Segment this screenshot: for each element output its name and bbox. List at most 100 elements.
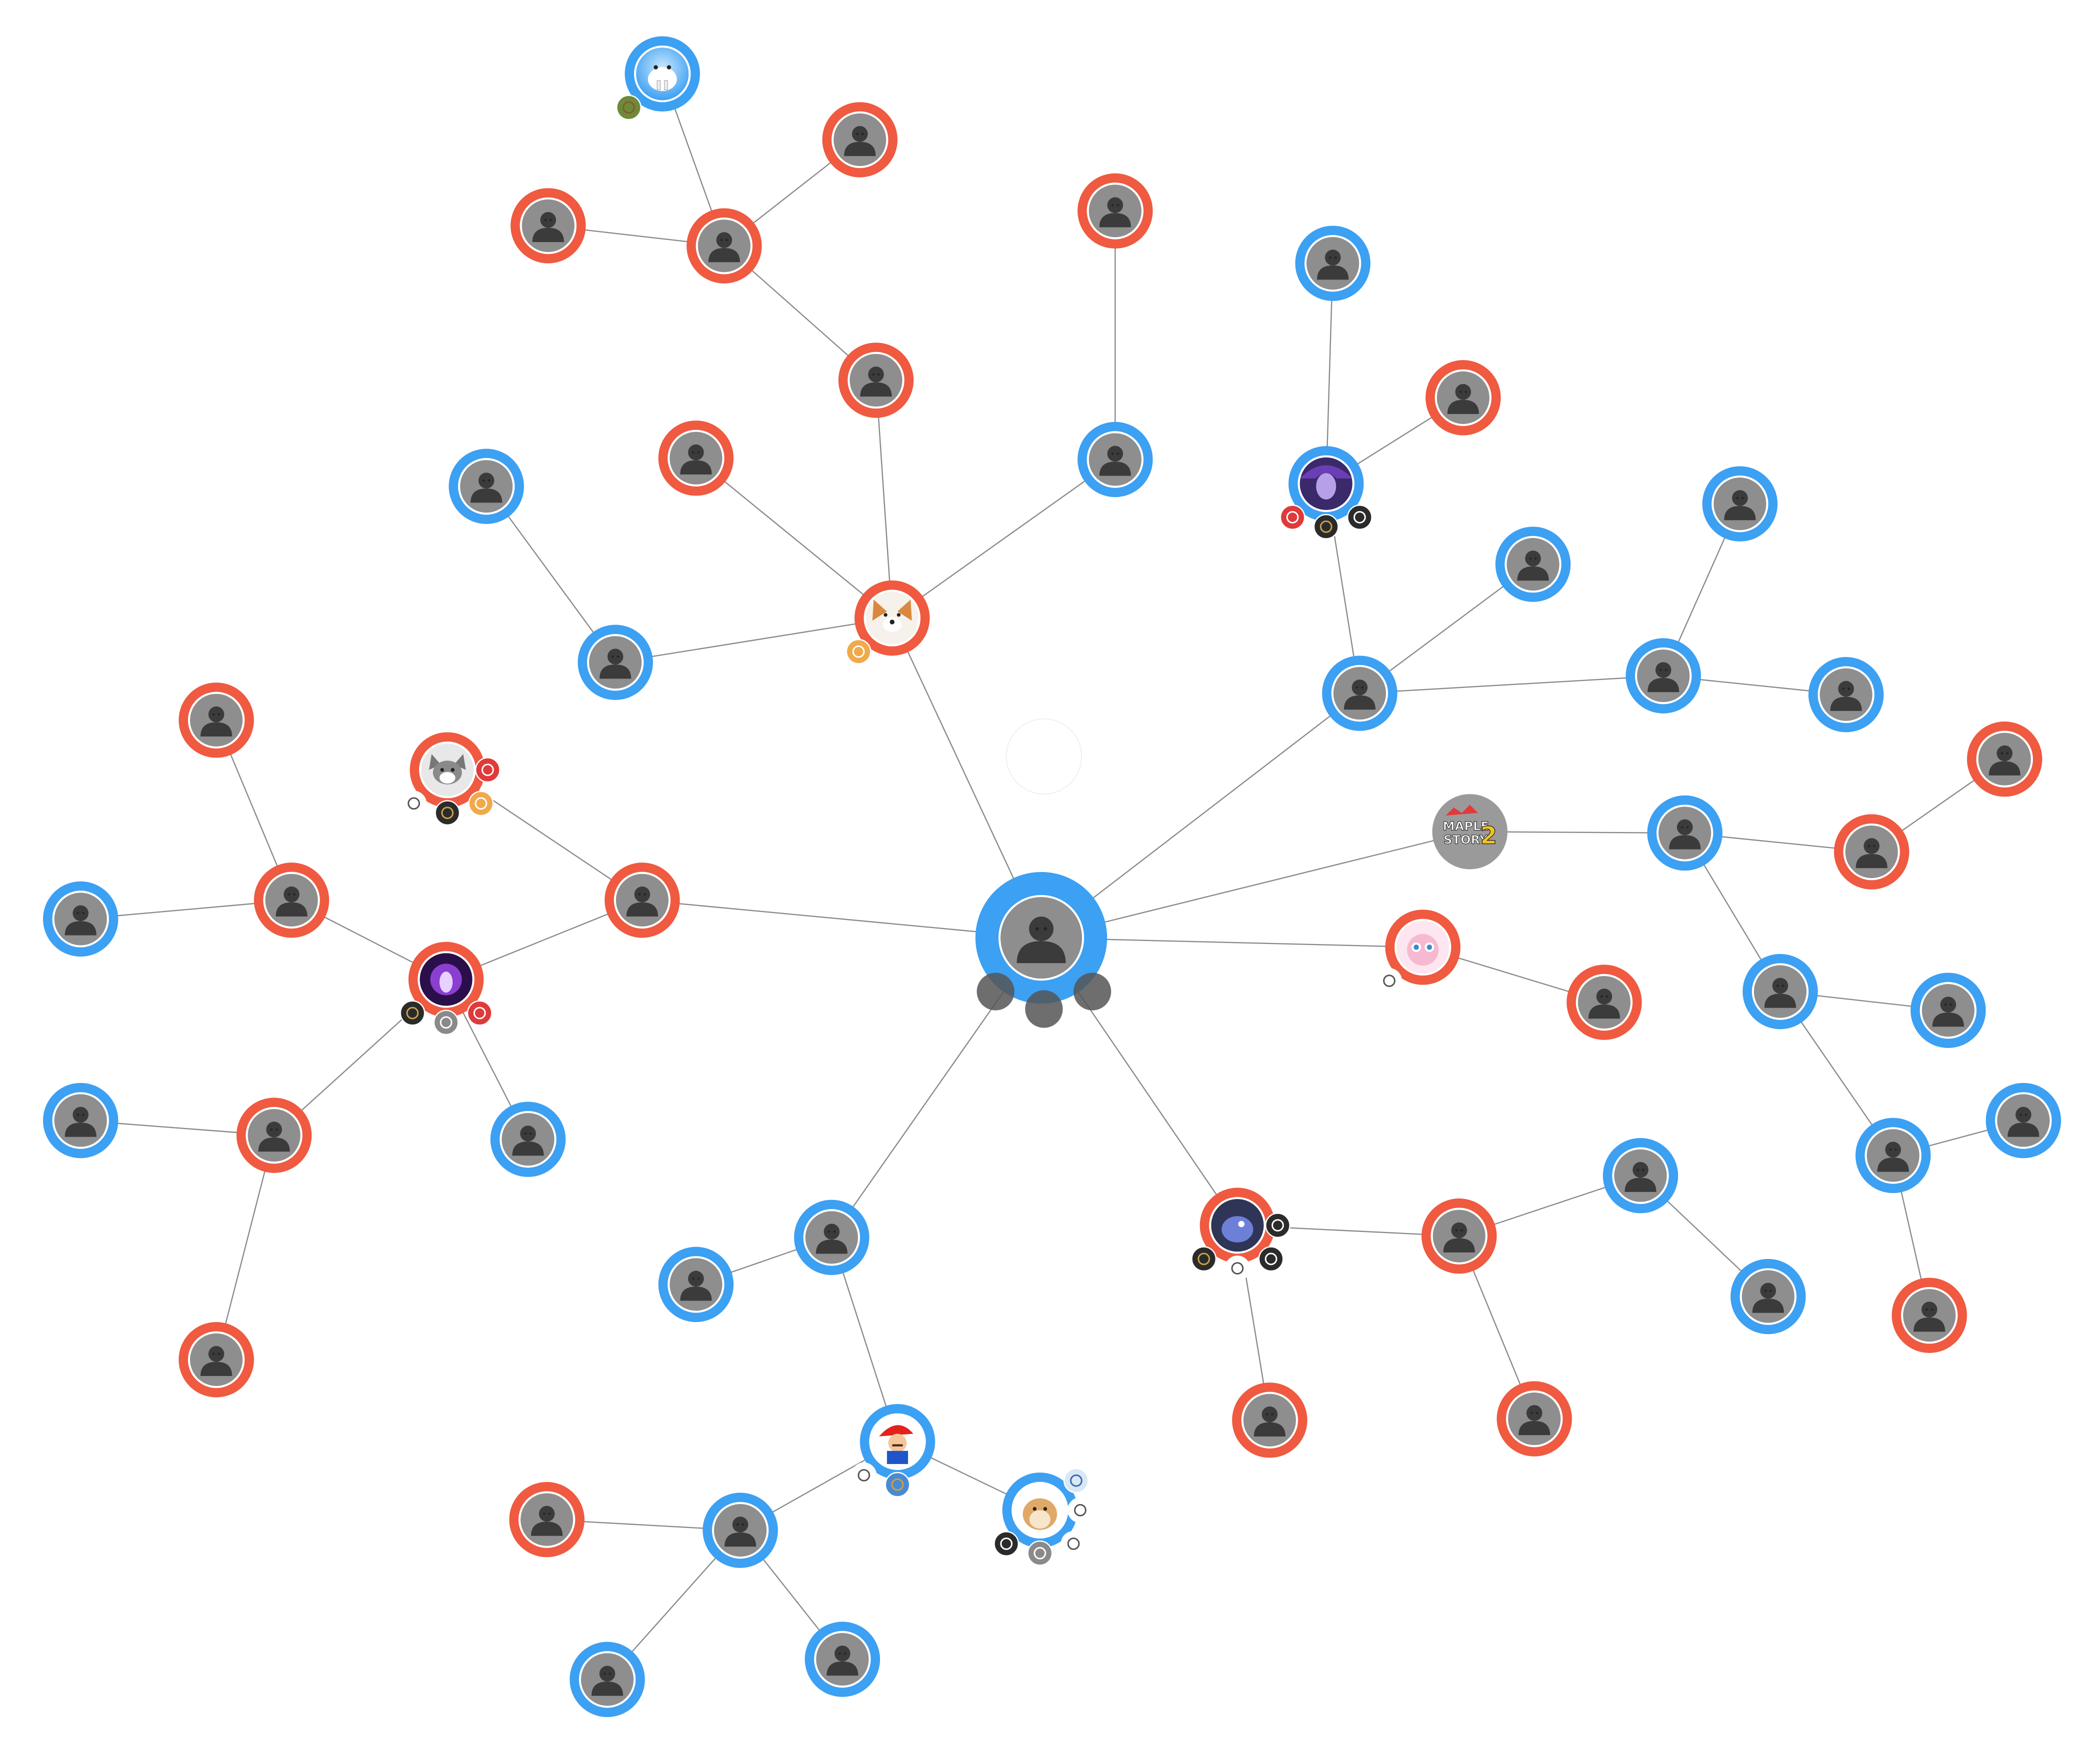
user-node[interactable] <box>1855 1118 1931 1194</box>
center-action-dot[interactable] <box>976 972 1014 1010</box>
avatar-hamster-icon <box>1014 1484 1066 1537</box>
user-node[interactable] <box>1232 1382 1308 1458</box>
user-node[interactable] <box>254 862 330 938</box>
badge-road-icon <box>884 1472 910 1498</box>
avatar-placeholder-icon <box>1614 1149 1667 1202</box>
logo-word-2: STORY <box>1444 833 1488 847</box>
avatar-placeholder-icon <box>1506 538 1560 591</box>
avatar-cat-icon <box>421 744 474 796</box>
user-node[interactable] <box>616 36 700 120</box>
user-node[interactable] <box>686 208 762 284</box>
avatar-placeholder-icon <box>1978 732 2031 786</box>
user-node[interactable] <box>604 862 680 938</box>
avatar-placeholder-icon <box>190 694 243 746</box>
avatar-placeholder-icon <box>589 636 642 689</box>
user-node[interactable] <box>490 1102 566 1177</box>
edge-corgi-n_red_mid1 <box>696 458 893 619</box>
avatar-placeholder-icon <box>54 1094 107 1147</box>
user-node[interactable] <box>1078 173 1153 249</box>
avatar-placeholder-icon <box>1508 1392 1561 1446</box>
avatar-placeholder-icon <box>1088 433 1142 486</box>
avatar-placeholder-icon <box>460 460 513 513</box>
user-node[interactable] <box>1566 964 1642 1040</box>
user-node[interactable] <box>570 1642 645 1718</box>
user-node[interactable] <box>1376 910 1460 994</box>
user-node[interactable] <box>1626 638 1701 714</box>
user-node[interactable] <box>658 1246 734 1322</box>
badge-ow-icon <box>401 790 427 816</box>
user-node[interactable] <box>1495 526 1571 602</box>
user-node[interactable] <box>42 1082 118 1158</box>
user-node[interactable] <box>1986 1082 2062 1158</box>
avatar-walrus-icon <box>636 48 689 100</box>
edge-corgi-n_red_top4 <box>875 380 893 618</box>
user-node[interactable] <box>794 1200 870 1276</box>
user-node[interactable] <box>994 1468 1093 1566</box>
user-node[interactable] <box>510 188 586 264</box>
user-node[interactable] <box>1702 466 1778 542</box>
avatar-placeholder-icon <box>834 113 886 166</box>
user-node[interactable] <box>1808 657 1884 732</box>
center-action-dot[interactable] <box>1074 972 1112 1010</box>
user-node[interactable] <box>1892 1278 1967 1353</box>
user-node[interactable] <box>1496 1381 1572 1456</box>
user-node[interactable] <box>448 448 524 524</box>
user-node[interactable] <box>400 942 492 1036</box>
badge-p-icon <box>994 1531 1020 1556</box>
badge-paw-icon <box>846 638 872 664</box>
user-node[interactable] <box>1910 972 1986 1048</box>
user-node[interactable] <box>838 342 914 418</box>
badge-o-icon <box>1068 1497 1093 1523</box>
user-node[interactable] <box>1280 446 1372 540</box>
avatar-placeholder-icon <box>670 432 722 484</box>
user-node[interactable] <box>1191 1188 1290 1282</box>
user-node[interactable] <box>42 881 118 957</box>
user-node[interactable] <box>236 1098 312 1173</box>
user-node[interactable] <box>658 420 734 496</box>
avatar-placeholder-icon <box>1436 371 1490 424</box>
edge-center-n_red_mid2 <box>642 900 1042 938</box>
avatar-placeholder-icon <box>698 220 751 272</box>
avatar-placeholder-icon <box>1997 1094 2050 1147</box>
user-node[interactable] <box>1426 360 1501 436</box>
user-node[interactable] <box>1295 226 1370 301</box>
badge-ow-icon <box>851 1462 877 1488</box>
badge-p-icon <box>1346 504 1372 530</box>
badge-a-icon <box>1265 1212 1290 1238</box>
user-node[interactable] <box>578 624 653 700</box>
user-node[interactable] <box>1602 1138 1678 1214</box>
avatar-placeholder-icon <box>265 874 318 927</box>
center-action-dot[interactable] <box>1025 990 1063 1028</box>
user-node[interactable] <box>851 1404 936 1498</box>
user-node[interactable] <box>702 1492 778 1568</box>
user-node[interactable] <box>1322 656 1398 731</box>
user-node[interactable] <box>846 580 930 664</box>
center-user-node[interactable] <box>975 872 1108 1004</box>
user-node[interactable] <box>178 682 254 758</box>
avatar-pink-icon <box>1396 920 1450 974</box>
badge-p-icon <box>1258 1246 1284 1272</box>
user-node[interactable] <box>178 1322 254 1398</box>
avatar-placeholder-icon <box>816 1632 869 1686</box>
user-node[interactable] <box>1730 1258 1806 1334</box>
user-node[interactable] <box>1078 422 1153 498</box>
avatar-purple-icon <box>420 953 472 1006</box>
avatar-placeholder-icon <box>850 354 902 407</box>
avatar-placeholder-icon <box>1088 184 1142 238</box>
avatar-placeholder-icon <box>1820 668 1872 721</box>
user-node[interactable] <box>804 1622 880 1697</box>
user-node[interactable] <box>1966 721 2042 797</box>
user-node[interactable] <box>1421 1198 1497 1274</box>
user-node[interactable] <box>1647 795 1722 871</box>
avatar-mario-icon <box>871 1415 924 1468</box>
badge-x-icon <box>1063 1468 1089 1494</box>
user-node[interactable] <box>1834 814 1910 890</box>
user-node[interactable] <box>401 732 500 826</box>
user-node[interactable] <box>822 102 898 178</box>
edge-n_red_l3-n_red_l5 <box>216 1135 275 1360</box>
user-node[interactable] <box>1742 954 1818 1030</box>
user-node[interactable] <box>509 1482 584 1558</box>
